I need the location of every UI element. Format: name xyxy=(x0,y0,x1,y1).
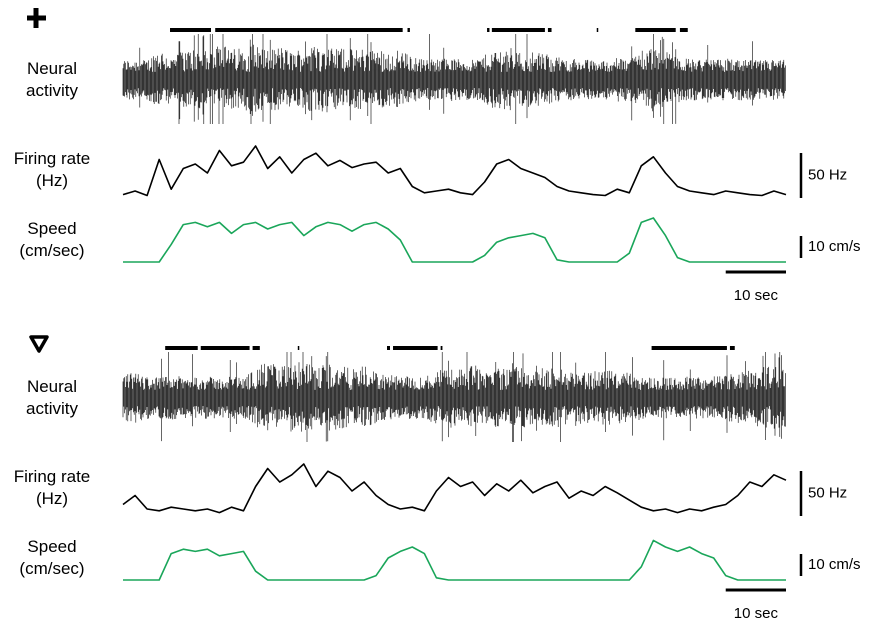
neural-label: Neural activity xyxy=(26,377,78,418)
rate-scale-label: 50 Hz xyxy=(808,484,847,501)
time-scale-label: 10 sec xyxy=(734,287,779,304)
speed-label: Speed (cm/sec) xyxy=(19,219,85,260)
firing_rate-trace xyxy=(122,463,787,514)
speed-scale-label: 10 cm/s xyxy=(808,556,861,573)
time-scale-label: 10 sec xyxy=(734,605,779,622)
speed-scale-label: 10 cm/s xyxy=(808,238,861,255)
speed-label: Speed (cm/sec) xyxy=(19,537,85,578)
rate-scale-label: 50 Hz xyxy=(808,166,847,183)
speed-trace xyxy=(123,217,786,263)
firing_rate-trace xyxy=(122,145,787,197)
spike-raster xyxy=(122,34,786,124)
condition-icon-triangle xyxy=(29,335,49,353)
rate-label: Firing rate (Hz) xyxy=(13,467,91,508)
neural-label: Neural activity xyxy=(26,59,78,100)
rate-label: Firing rate (Hz) xyxy=(13,149,91,190)
speed-trace xyxy=(123,539,786,581)
condition-icon-plus xyxy=(27,8,46,28)
spike-raster xyxy=(122,352,786,442)
